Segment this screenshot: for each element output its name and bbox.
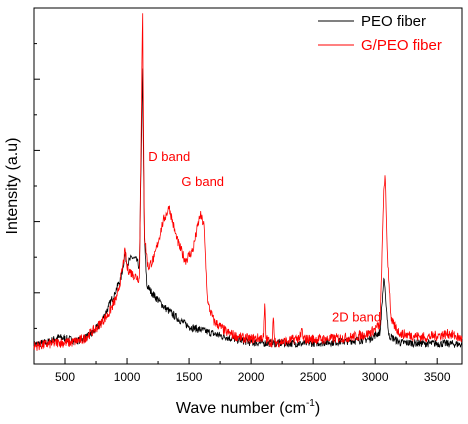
plot-frame — [33, 7, 463, 365]
x-tick-label: 3500 — [424, 370, 451, 384]
legend: PEO fiber G/PEO fiber — [318, 13, 442, 54]
x-tick-label: 500 — [55, 370, 75, 384]
series-line-peo-fiber — [33, 68, 463, 349]
y-axis-label: Intensity (a.u) — [4, 138, 21, 235]
legend-label-gpeo: G/PEO fiber — [361, 37, 442, 54]
x-tick-label: 1000 — [114, 370, 141, 384]
x-axis-label-sup: -1 — [306, 398, 315, 409]
x-axis-label-close: ) — [315, 400, 320, 417]
x-tick-label: 2000 — [238, 370, 265, 384]
annotation-d-band: D band — [148, 149, 190, 164]
x-axis-label-main: Wave number (cm — [176, 400, 306, 417]
legend-label-peo: PEO fiber — [361, 13, 426, 30]
series-line-g-peo-fiber — [33, 13, 463, 351]
annotation-2d-band: 2D band — [332, 309, 381, 324]
plot-area — [33, 13, 463, 351]
x-tick-label: 2500 — [300, 370, 327, 384]
x-tick-label: 3000 — [362, 370, 389, 384]
x-axis-label: Wave number (cm-1) — [176, 398, 320, 417]
annotation-g-band: G band — [181, 174, 224, 189]
x-tick-label: 1500 — [176, 370, 203, 384]
annotations: D band G band 2D band — [148, 149, 381, 324]
x-axis-ticks: 500 1000 1500 2000 2500 3000 3500 — [33, 358, 451, 384]
y-axis-ticks — [34, 43, 40, 329]
